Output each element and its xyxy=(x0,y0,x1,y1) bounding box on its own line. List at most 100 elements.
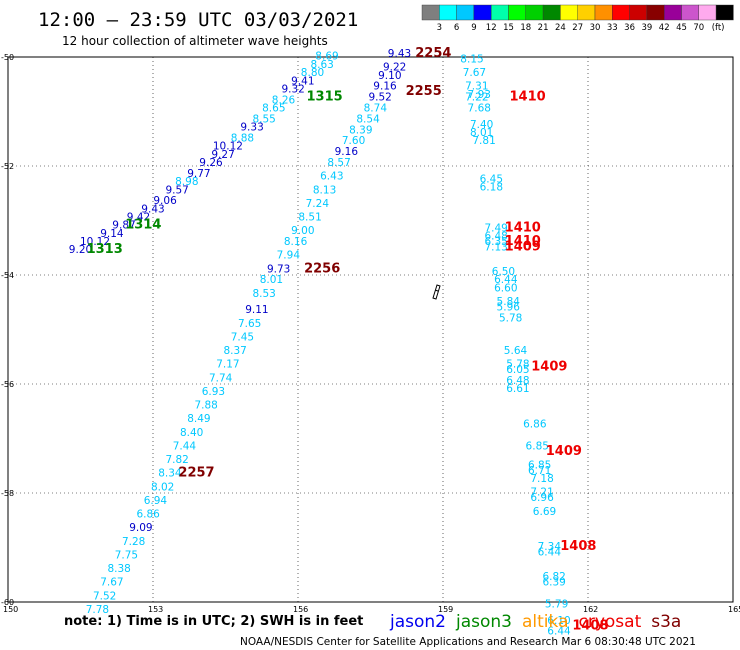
legend-swatch xyxy=(664,4,682,21)
swh-label: 8.53 xyxy=(252,288,275,300)
swh-label: 8.69 xyxy=(315,51,338,63)
lon-tick-label: 150 xyxy=(3,605,18,614)
swh-label: 8.26 xyxy=(272,94,296,106)
credit-line: NOAA/NESDIS Center for Satellite Applica… xyxy=(240,636,696,648)
pass-time-label: 2255 xyxy=(406,84,442,99)
swh-label: 9.06 xyxy=(153,195,177,207)
swh-label: 6.94 xyxy=(144,495,168,507)
swh-label: 8.15 xyxy=(460,53,483,65)
legend-label: 15 xyxy=(503,23,514,33)
legend-label: 21 xyxy=(538,23,549,33)
pass-time-label: 1313 xyxy=(87,242,123,257)
map-area: 150 153 156 159 162 165 -50 -52 -54 -56 -58 -60 8.6… xyxy=(1,46,740,638)
swh-label: 7.34 xyxy=(538,541,562,553)
swh-label: 7.40 xyxy=(470,119,493,131)
swh-label: 8.34 xyxy=(158,468,182,480)
swh-label: 10.12 xyxy=(80,236,110,248)
swh-label: 9.43 xyxy=(141,203,164,215)
swh-label: 7.94 xyxy=(277,250,301,262)
swh-label: 6.85 xyxy=(526,440,549,452)
page-subtitle: 12 hour collection of altimeter wave hei… xyxy=(62,34,328,48)
lat-tick-label: -56 xyxy=(1,380,14,389)
swh-label: 10.12 xyxy=(213,141,243,153)
lon-tick-label: 156 xyxy=(293,605,308,614)
swh-label: 9.22 xyxy=(383,62,406,74)
map-frame xyxy=(7,56,734,603)
swh-label: 9.11 xyxy=(245,304,268,316)
swh-label: 6.50 xyxy=(492,266,515,278)
swh-label: 9.32 xyxy=(281,83,304,95)
swh-label: 5.84 xyxy=(497,296,521,308)
legend-label: 24 xyxy=(555,23,566,33)
swh-label: 9.00 xyxy=(291,225,314,237)
swh-label: 7.44 xyxy=(173,440,197,452)
color-legend: 3 6 9 12 15 18 21 24 27 30 33 36 39 42 45 70 (ft) xyxy=(421,4,734,33)
legend-label: 36 xyxy=(624,23,635,33)
legend-swatch xyxy=(560,4,578,21)
legend-swatch xyxy=(508,4,526,21)
swh-label: 5.78 xyxy=(499,312,522,324)
satellite-name-altika: altika xyxy=(522,612,569,632)
swh-label: 8.54 xyxy=(356,113,380,125)
legend-swatch xyxy=(473,4,492,21)
legend-label: 12 xyxy=(486,23,497,33)
swh-label: 9.73 xyxy=(267,263,290,275)
swh-label: 6.93 xyxy=(202,386,225,398)
legend-label: 9 xyxy=(471,23,476,33)
swh-label: 6.44 xyxy=(547,626,571,638)
swh-label: 7.82 xyxy=(165,454,188,466)
legend-swatch xyxy=(681,4,699,21)
swh-label: 9.42 xyxy=(127,212,150,224)
swh-label: 9.09 xyxy=(129,522,152,534)
legend-swatch xyxy=(456,4,475,21)
swh-label: 8.65 xyxy=(262,103,285,115)
swh-label: 9.16 xyxy=(373,81,397,93)
swh-label: 7.78 xyxy=(86,604,109,616)
swh-label: 7.88 xyxy=(194,400,217,412)
legend-label: 45 xyxy=(676,23,687,33)
satellite-legend: jason2 jason3 altika cryosat s3a xyxy=(389,612,681,632)
lon-tick-label: 153 xyxy=(148,605,163,614)
swh-label: 6.61 xyxy=(506,383,529,395)
lon-tick-label: 165 xyxy=(728,605,740,614)
swh-label: 8.16 xyxy=(284,236,308,248)
swh-label: 6.71 xyxy=(528,465,551,477)
legend-label: 70 xyxy=(693,23,704,33)
swh-label: 9.33 xyxy=(240,122,263,134)
legend-label: 30 xyxy=(590,23,601,33)
pass-time-label: 1409 xyxy=(505,239,541,254)
swh-label: 9.77 xyxy=(187,168,210,180)
swh-label: 7.75 xyxy=(115,549,138,561)
swh-label: 8.38 xyxy=(107,563,130,575)
swh-label: 8.55 xyxy=(252,113,275,125)
axis-labels: 150 153 156 159 162 165 -50 -52 -54 -56 -58 -60 xyxy=(1,53,740,614)
pass-time-label: 2256 xyxy=(304,261,340,276)
pass-time-label: 2254 xyxy=(415,46,451,61)
swh-label: 8.37 xyxy=(223,345,246,357)
swh-label: 8.13 xyxy=(313,184,336,196)
lat-tick-label: -54 xyxy=(1,271,14,280)
legend-swatch xyxy=(612,4,630,21)
swh-label: 8.01 xyxy=(470,127,493,139)
lat-tick-label: -52 xyxy=(1,162,14,171)
swh-label: 7.52 xyxy=(93,590,116,602)
swh-label: 6.44 xyxy=(494,274,518,286)
swh-label: 7.24 xyxy=(306,198,330,210)
island-outline xyxy=(432,284,441,300)
legend-unit: (ft) xyxy=(712,23,725,33)
satellite-name-s3a: s3a xyxy=(651,612,681,632)
pass-time-label: 1409 xyxy=(531,359,567,374)
swh-label: 6.48 xyxy=(506,375,529,387)
swh-label: 7.13 xyxy=(484,241,507,253)
swh-label: 8.63 xyxy=(310,59,333,71)
pass-time-label: 1408 xyxy=(572,618,608,633)
swh-label: 7.22 xyxy=(465,92,488,104)
legend-swatch xyxy=(491,4,509,21)
pass-time-label: 1315 xyxy=(306,90,342,105)
swh-label: 8.74 xyxy=(364,103,388,115)
pass-time-label: 1408 xyxy=(560,539,596,554)
swh-label: 6.82 xyxy=(542,571,565,583)
legend-swatch xyxy=(542,4,561,21)
legend-swatch xyxy=(646,4,665,21)
